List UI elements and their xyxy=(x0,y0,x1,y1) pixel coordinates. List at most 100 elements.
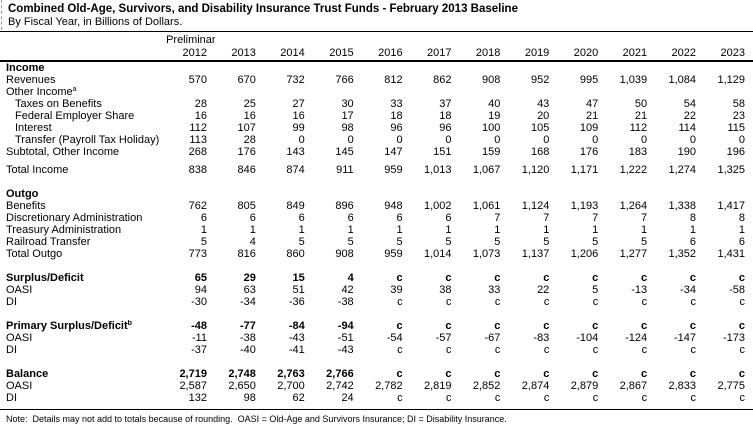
value-cell: 5 xyxy=(557,236,606,248)
value-cell: 51 xyxy=(292,284,305,296)
table-header: Preliminary 2012201320142015201620172018… xyxy=(0,35,753,62)
value-cell: c xyxy=(446,296,452,308)
table-row: Balance 2,719 2,748 2,763 2,766 c c c c c c c c xyxy=(0,368,753,380)
value-cell: c xyxy=(739,344,746,356)
value-cell: 268 xyxy=(188,146,207,158)
section-spacer-cell xyxy=(0,356,753,368)
row-label: Federal Employer Share xyxy=(15,110,135,122)
value-cell: 0 xyxy=(655,134,704,146)
underlined-value: 5 xyxy=(641,236,648,248)
row-label: Revenues xyxy=(6,74,56,86)
value-cell: 1 xyxy=(347,224,354,236)
value-cell: c xyxy=(494,272,501,284)
value-cell: 6 xyxy=(298,212,305,224)
value-cell: 5 xyxy=(264,236,313,248)
value-cell: 30 xyxy=(341,98,354,110)
year-column-header: 2019 xyxy=(508,46,558,62)
row-label: Subtotal, Other Income xyxy=(6,146,120,158)
value-cell: 570 xyxy=(188,74,207,86)
year-column-header: 2014 xyxy=(263,46,313,62)
footnote-marker: a xyxy=(72,86,77,93)
year-column-header: 2012 xyxy=(166,46,215,62)
value-cell: 143 xyxy=(286,146,305,158)
value-cell xyxy=(215,188,264,200)
value-cell: 27 xyxy=(292,98,305,110)
value-cell: 21 xyxy=(585,110,599,122)
value-cell: c xyxy=(592,272,599,284)
value-cell: 762 xyxy=(188,200,207,212)
year-column-header: 2020 xyxy=(557,46,607,62)
value-cell: 190 xyxy=(677,146,697,158)
value-cell: 1 xyxy=(494,224,501,236)
value-cell: 16 xyxy=(292,110,305,122)
table-row: Subtotal, Other Income 268 176 143 145 147 151… xyxy=(0,146,753,158)
row-label: DI xyxy=(6,344,17,356)
value-cell: 860 xyxy=(286,248,305,260)
value-cell: c xyxy=(543,320,550,332)
value-cell: 28 xyxy=(194,98,207,110)
value-cell: c xyxy=(494,392,501,404)
value-cell: 40 xyxy=(488,98,501,110)
value-cell: 2,719 xyxy=(179,368,207,380)
value-cell: 5 xyxy=(508,236,557,248)
value-cell: 5 xyxy=(313,236,362,248)
value-cell xyxy=(460,188,509,200)
value-cell: 5 xyxy=(166,236,215,248)
value-cell: 168 xyxy=(530,146,550,158)
value-cell: 22 xyxy=(537,284,550,296)
year-column-header: 2017 xyxy=(410,46,460,62)
value-cell: 105 xyxy=(530,122,550,134)
value-cell: 670 xyxy=(237,74,256,86)
value-cell: 911 xyxy=(336,164,354,176)
value-cell: 16 xyxy=(243,110,256,122)
value-cell: -94 xyxy=(337,320,354,332)
table-row: Primary Surplus/Deficitb -48 -77 -84 -94 c c c c… xyxy=(0,320,753,332)
value-cell: 0 xyxy=(264,134,313,146)
year-header-row: 2012 2013 2014 2015 2016 2017 2018 2019 2020 2021… xyxy=(0,46,753,62)
title-block: Combined Old-Age, Survivors, and Disabil… xyxy=(1,0,753,30)
value-cell: -51 xyxy=(337,332,354,344)
value-cell xyxy=(508,86,557,98)
value-cell: c xyxy=(445,320,452,332)
value-cell xyxy=(313,61,362,74)
row-label: OASI xyxy=(6,284,33,296)
row-label: Treasury Administration xyxy=(6,224,122,236)
value-cell: c xyxy=(738,320,745,332)
table-row: Outgo xyxy=(0,188,753,200)
table-row: Federal Employer Share 16 16 16 17 18 18 19 20 21… xyxy=(0,110,753,122)
value-cell: 19 xyxy=(488,110,501,122)
table-row: Income xyxy=(0,61,753,74)
value-cell: -38 xyxy=(239,332,256,344)
value-cell: 7 xyxy=(494,212,501,224)
value-cell: c xyxy=(445,368,452,380)
value-cell: 849 xyxy=(286,200,305,212)
value-cell: 1 xyxy=(543,224,550,236)
value-cell: 1 xyxy=(249,224,256,236)
value-cell: c xyxy=(446,344,452,356)
value-cell: c xyxy=(739,296,746,308)
value-cell: 846 xyxy=(237,164,256,176)
value-cell: 0 xyxy=(313,134,362,146)
value-cell: c xyxy=(494,368,501,380)
value-cell: 1 xyxy=(200,224,207,236)
value-cell: -30 xyxy=(191,296,207,308)
value-cell: c xyxy=(494,344,501,356)
table-row: Taxes on Benefits 28 25 27 30 33 37 40 43 47 50 54 5… xyxy=(0,98,753,110)
table-row: Interest 112 107 99 98 96 96 100 105 109 112 114 115 xyxy=(0,122,753,134)
table-row: Treasury Administration 1 1 1 1 1 1 1 1 1 1 1 1 xyxy=(0,224,753,236)
row-label: Other Incomea xyxy=(6,86,77,98)
value-cell: 7 xyxy=(641,212,648,224)
value-cell: 5 xyxy=(592,284,599,296)
value-cell: 50 xyxy=(634,98,648,110)
value-cell: 54 xyxy=(683,98,697,110)
value-cell: 1 xyxy=(689,224,697,236)
value-cell: -13 xyxy=(631,284,648,296)
value-cell: 43 xyxy=(537,98,550,110)
underlined-value: 6 xyxy=(689,236,697,248)
value-cell: c xyxy=(396,320,403,332)
value-cell: 58 xyxy=(732,98,745,110)
value-cell: 1,061 xyxy=(472,200,501,212)
value-cell: 2,650 xyxy=(228,380,256,392)
value-cell: 1 xyxy=(641,224,648,236)
value-cell: 23 xyxy=(732,110,745,122)
